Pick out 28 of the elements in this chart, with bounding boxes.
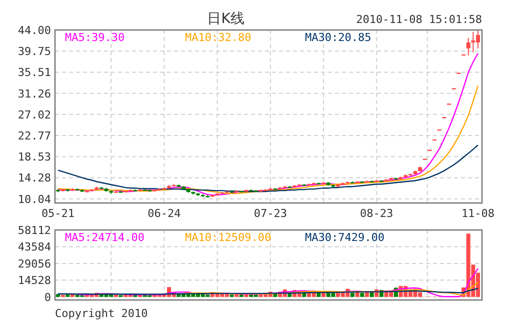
x-tick-label: 06-24	[148, 207, 182, 220]
x-tick-label: 07-23	[254, 207, 287, 220]
text: MA10:32.80	[185, 31, 252, 44]
text: MA5:39.30	[65, 31, 125, 44]
y-tick-label: 10.04	[18, 192, 52, 206]
chart-title: 日K线	[207, 11, 244, 27]
y-tick-label: 29056	[18, 257, 51, 270]
text: MA30:7429.00	[305, 231, 384, 244]
text: MA5:24714.00	[65, 231, 144, 244]
text: 2010-11-08 15:01:58	[356, 13, 482, 26]
y-tick-label: 27.02	[18, 108, 51, 122]
x-tick-label: 05-21	[41, 207, 75, 220]
y-tick-label: 0	[44, 290, 51, 304]
y-tick-label: 43584	[18, 240, 52, 254]
x-tick-label: 11-08	[461, 207, 495, 220]
y-tick-label: 58112	[18, 224, 51, 237]
text: MA30:20.85	[305, 31, 372, 44]
x-tick-label: 08-23	[360, 207, 394, 220]
text: Copyright 2010	[55, 307, 148, 320]
y-tick-label: 18.53	[18, 150, 51, 164]
y-tick-label: 31.26	[18, 87, 51, 100]
y-tick-label: 22.77	[18, 130, 51, 143]
y-tick-label: 44.00	[18, 24, 51, 37]
y-tick-label: 35.51	[18, 66, 51, 80]
y-tick-label: 14528	[18, 274, 51, 288]
y-tick-label: 39.75	[18, 45, 51, 58]
y-tick-label: 14.28	[18, 172, 51, 185]
text: MA10:12509.00	[185, 231, 272, 244]
